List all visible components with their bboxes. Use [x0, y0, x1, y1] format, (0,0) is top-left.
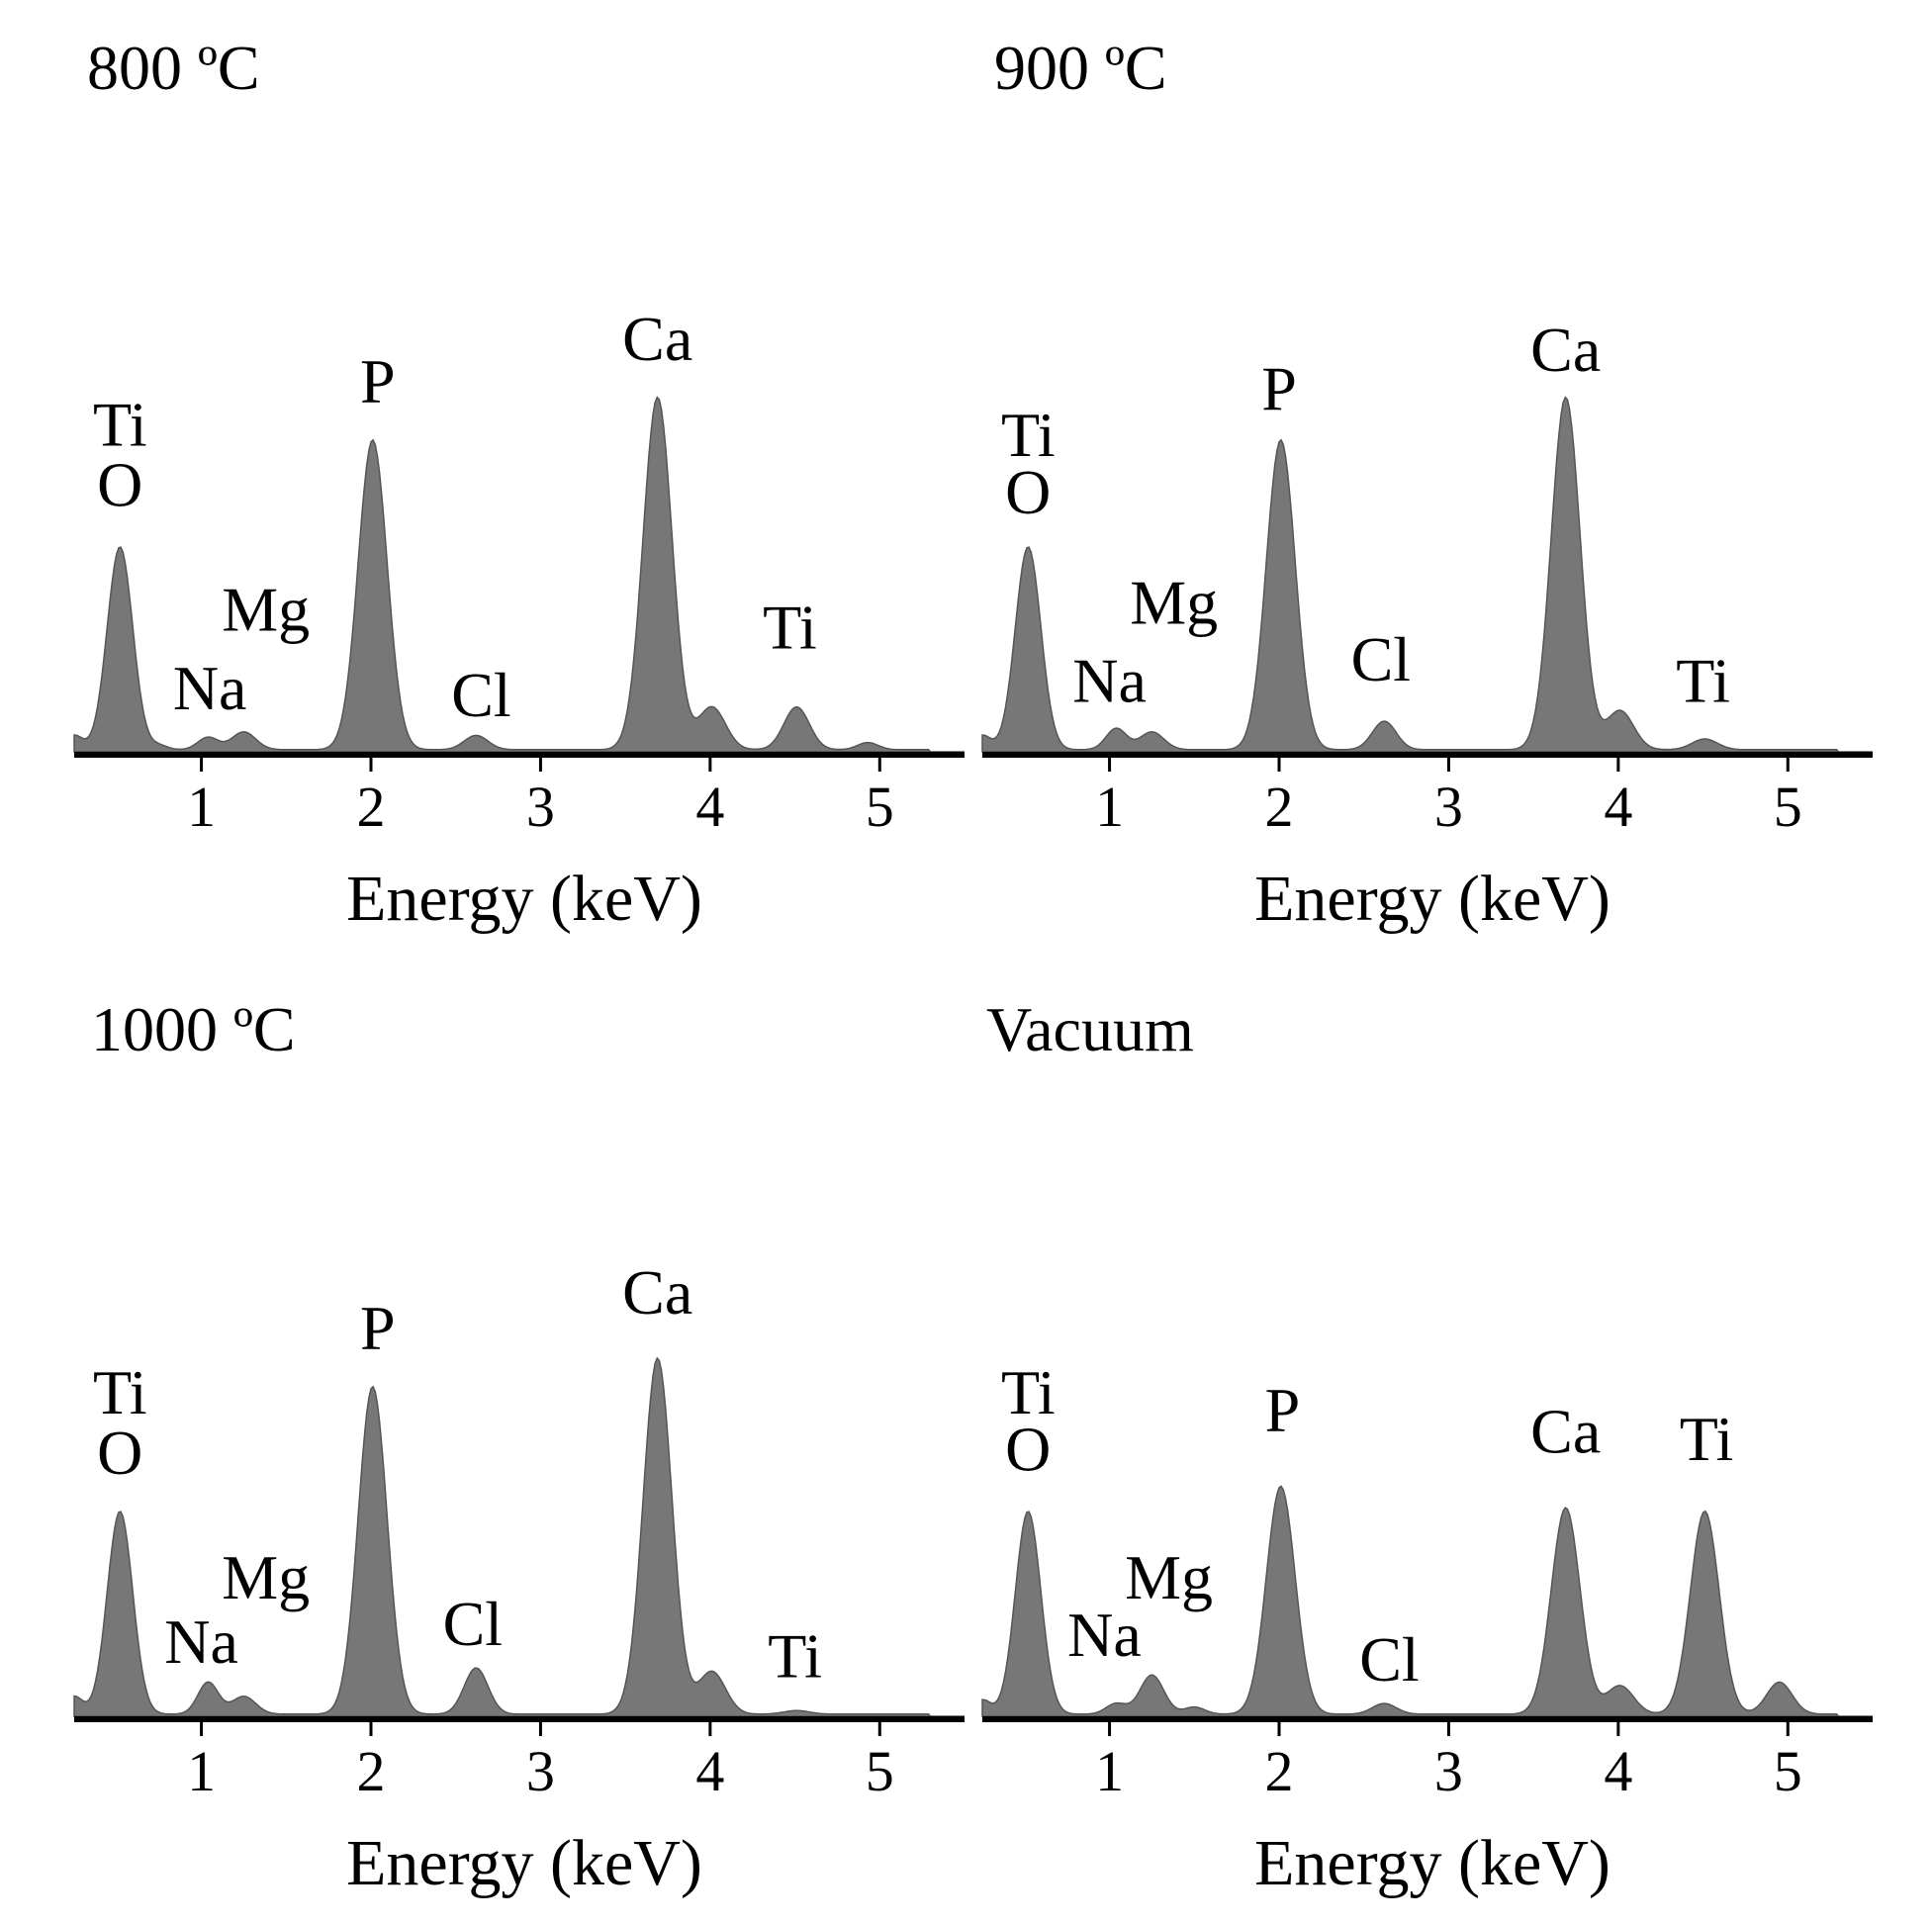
- peak-label: Ca: [1530, 1397, 1601, 1467]
- x-tick-label: 2: [1265, 1739, 1294, 1803]
- peak-label: P: [1265, 1375, 1301, 1445]
- peak-label: Cl: [451, 660, 510, 730]
- peak-label: Mg: [222, 575, 310, 645]
- peak-label: Cl: [443, 1589, 503, 1659]
- x-tick-label: 1: [187, 1739, 216, 1803]
- peak-label: O: [1005, 1415, 1051, 1485]
- peak-label: Cl: [1351, 624, 1411, 694]
- x-tick-label: 2: [1265, 775, 1294, 839]
- peak-label: Ti: [1001, 400, 1056, 470]
- peak-label: Na: [164, 1606, 238, 1677]
- peak-label: P: [360, 346, 396, 416]
- peak-label: Mg: [1125, 1542, 1213, 1612]
- x-axis-label: Energy (keV): [1254, 863, 1610, 935]
- peak-label: Na: [1072, 646, 1147, 716]
- peak-label: Na: [1067, 1600, 1142, 1670]
- x-axis-label: Energy (keV): [1254, 1827, 1610, 1899]
- x-tick-label: 1: [1095, 775, 1124, 839]
- panel-title: 800 ºC: [87, 33, 260, 103]
- peak-label: Ti: [768, 1620, 822, 1691]
- peak-label: Ca: [622, 1257, 692, 1328]
- x-tick-label: 3: [526, 1739, 555, 1803]
- peak-label: Ti: [763, 593, 817, 663]
- peak-label: Ti: [93, 389, 147, 459]
- peak-label: Na: [173, 653, 247, 723]
- peak-label: Cl: [1359, 1624, 1419, 1695]
- spectrum-area: [981, 396, 1873, 753]
- x-tick-label: 2: [357, 775, 386, 839]
- x-tick-label: 4: [695, 1739, 724, 1803]
- peak-label: Ti: [1676, 646, 1730, 716]
- peak-label: P: [1261, 353, 1297, 423]
- x-tick-label: 5: [1774, 1739, 1802, 1803]
- peak-label: O: [97, 450, 142, 520]
- peak-label: Ti: [93, 1357, 147, 1427]
- peak-label: Ca: [622, 304, 692, 374]
- x-tick-label: 1: [1095, 1739, 1124, 1803]
- x-tick-label: 1: [187, 775, 216, 839]
- x-tick-label: 4: [695, 775, 724, 839]
- peak-label: Ti: [1680, 1404, 1734, 1474]
- spectrum-area: [981, 1485, 1873, 1717]
- peak-label: O: [97, 1418, 142, 1488]
- x-tick-label: 5: [866, 1739, 894, 1803]
- peak-label: P: [360, 1293, 396, 1363]
- x-axis-label: Energy (keV): [346, 863, 702, 935]
- peak-label: Ca: [1530, 315, 1601, 385]
- x-tick-label: 3: [526, 775, 555, 839]
- panel-title: 1000 ºC: [91, 994, 296, 1064]
- x-tick-label: 4: [1604, 775, 1632, 839]
- x-tick-label: 3: [1434, 1739, 1463, 1803]
- x-tick-label: 5: [1774, 775, 1802, 839]
- panel-title: 900 ºC: [994, 33, 1167, 103]
- peak-label: Ti: [1001, 1357, 1056, 1427]
- spectrum-area: [73, 396, 965, 753]
- x-tick-label: 5: [866, 775, 894, 839]
- x-tick-label: 2: [357, 1739, 386, 1803]
- peak-label: O: [1005, 457, 1051, 527]
- peak-label: Mg: [222, 1542, 310, 1612]
- peak-label: Mg: [1130, 567, 1218, 637]
- spectrum-area: [73, 1356, 965, 1717]
- x-tick-label: 3: [1434, 775, 1463, 839]
- x-tick-label: 4: [1604, 1739, 1632, 1803]
- panel-title: Vacuum: [986, 994, 1194, 1064]
- x-axis-label: Energy (keV): [346, 1827, 702, 1899]
